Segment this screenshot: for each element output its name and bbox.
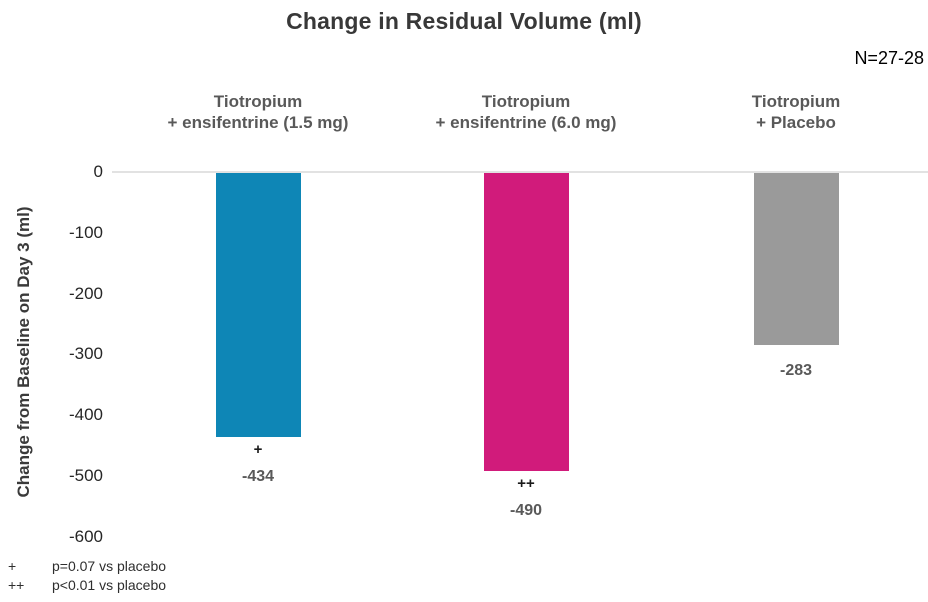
bar <box>753 173 839 345</box>
column-header: Tiotropium + Placebo <box>666 91 926 133</box>
chart-title: Change in Residual Volume (ml) <box>286 8 642 34</box>
sample-size-label: N=27-28 <box>854 48 924 68</box>
zero-baseline <box>112 171 928 173</box>
y-axis-label: Change from Baseline on Day 3 (ml) <box>14 206 33 498</box>
y-tick-label: -400 <box>68 405 103 425</box>
column-header: Tiotropium + ensifentrine (6.0 mg) <box>396 91 656 133</box>
y-tick-label: -600 <box>68 526 103 546</box>
column-header-line: + Placebo <box>756 113 836 132</box>
footnote-text: p=0.07 vs placebo <box>52 558 167 574</box>
footnote-marker: ++ <box>8 577 25 593</box>
column-header-line: + ensifentrine (1.5 mg) <box>167 113 349 132</box>
bar <box>215 173 301 437</box>
column-header: Tiotropium + ensifentrine (1.5 mg) <box>128 91 388 133</box>
footnotes: + p=0.07 vs placebo ++ p<0.01 vs placebo <box>8 557 166 595</box>
bar <box>483 173 569 471</box>
footnote-row: ++ p<0.01 vs placebo <box>8 576 166 595</box>
footnote-text: p<0.01 vs placebo <box>52 577 167 593</box>
y-tick-label: -500 <box>68 466 103 485</box>
column-header-line: + ensifentrine (6.0 mg) <box>435 113 617 132</box>
bar-value-label: -490 <box>509 502 543 519</box>
column-header-line: Tiotropium <box>751 92 841 111</box>
footnote-row: + p=0.07 vs placebo <box>8 557 166 576</box>
column-header-line: Tiotropium <box>213 92 303 111</box>
bar-value-label: -434 <box>241 468 275 485</box>
significance-marker: + <box>253 441 263 458</box>
significance-marker: ++ <box>517 475 535 492</box>
footnote-marker: + <box>8 558 17 574</box>
y-tick-label: 0 <box>93 162 103 181</box>
bar-value-label: -283 <box>779 362 813 379</box>
y-tick-label: -200 <box>68 283 103 303</box>
y-tick-label: -300 <box>68 344 103 364</box>
y-tick-label: -100 <box>68 222 103 242</box>
column-header-line: Tiotropium <box>481 92 571 111</box>
